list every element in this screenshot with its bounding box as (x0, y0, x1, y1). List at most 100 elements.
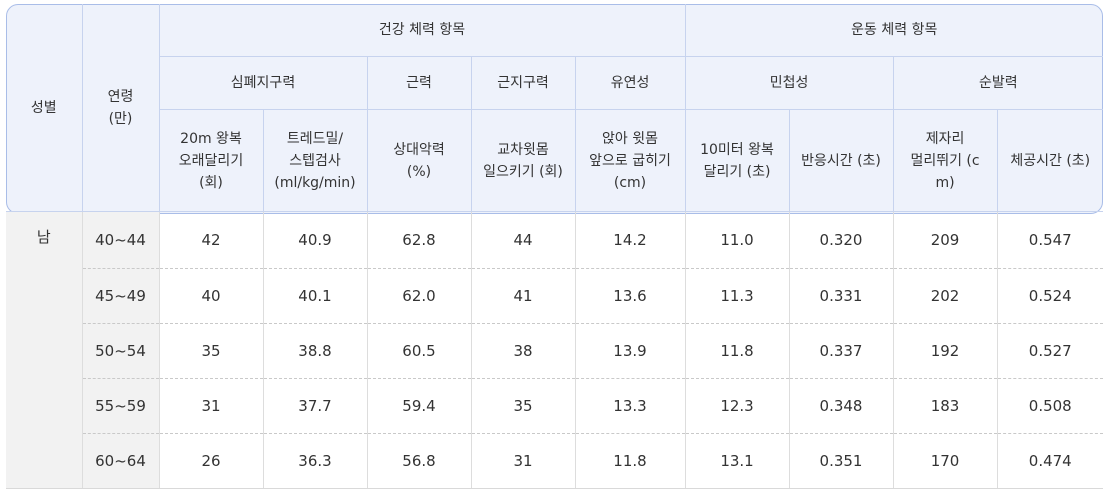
header-age: 연령 (만) (81, 4, 159, 212)
age-cell: 50~54 (81, 323, 159, 379)
header-subitem: 트레드밀/스텝검사 (ml/kg/min) (262, 109, 367, 212)
value-cell: 0.337 (788, 323, 894, 379)
header-cat-endurance: 근지구력 (470, 56, 575, 110)
value-cell: 41 (470, 268, 575, 324)
value-cell: 13.6 (574, 268, 686, 324)
header-subitem-line: 일으키기 (회) (483, 163, 563, 180)
header-subitem-line: 체공시간 (초) (1010, 152, 1091, 169)
age-cell: 45~49 (81, 268, 159, 324)
header-subitem-line: 멀리뛰기 (c (910, 152, 980, 169)
value-cell: 202 (892, 268, 998, 324)
value-cell: 40 (158, 268, 263, 324)
value-cell: 0.351 (788, 433, 894, 489)
value-cell: 0.527 (996, 323, 1104, 379)
value-cell: 0.331 (788, 268, 894, 324)
header-subitem-line: 상대악력 (393, 141, 445, 158)
value-cell: 13.9 (574, 323, 686, 379)
value-cell: 37.7 (262, 378, 367, 434)
table-body: 남 40~44 42 40.9 62.8 44 14.2 11.0 0.320 209 0.547 4… (6, 211, 1104, 489)
value-cell: 60.5 (366, 323, 471, 379)
value-cell: 209 (892, 211, 998, 269)
value-cell: 192 (892, 323, 998, 379)
value-cell: 12.3 (684, 378, 790, 434)
value-cell: 31 (470, 433, 575, 489)
header-cat-power: 순발력 (892, 56, 1104, 110)
header-subitem-line: 교차윗몸 (497, 141, 549, 158)
value-cell: 31 (158, 378, 263, 434)
header-subitem: 체공시간 (초) (996, 109, 1104, 212)
value-cell: 40.1 (262, 268, 367, 324)
table-row: 50~54 35 38.8 60.5 38 13.9 11.8 0.337 192 0.527 (6, 323, 1104, 379)
table-row: 55~59 31 37.7 59.4 35 13.3 12.3 0.348 183 0.508 (6, 378, 1104, 434)
header-subitem: 반응시간 (초) (788, 109, 894, 212)
table-row: 60~64 26 36.3 56.8 31 11.8 13.1 0.351 170 0.474 (6, 433, 1104, 489)
value-cell: 0.524 (996, 268, 1104, 324)
age-cell: 40~44 (81, 211, 159, 269)
value-cell: 0.320 (788, 211, 894, 269)
value-cell: 62.8 (366, 211, 471, 269)
header-subitem-line: 앉아 윗몸 (602, 130, 658, 147)
age-cell: 60~64 (81, 433, 159, 489)
value-cell: 13.3 (574, 378, 686, 434)
value-cell: 26 (158, 433, 263, 489)
header-subitem-line: (ml/kg/min) (274, 174, 356, 191)
fitness-standards-table: 성별 연령 (만) 건강 체력 항목 운동 체력 항목 심폐지구력 근력 근지구… (6, 4, 1104, 489)
header-subitem-line: 20m 왕복 (180, 130, 242, 147)
value-cell: 14.2 (574, 211, 686, 269)
value-cell: 38.8 (262, 323, 367, 379)
value-cell: 40.9 (262, 211, 367, 269)
value-cell: 0.474 (996, 433, 1104, 489)
value-cell: 62.0 (366, 268, 471, 324)
value-cell: 11.3 (684, 268, 790, 324)
header-group-health: 건강 체력 항목 (158, 4, 686, 57)
header-subitem-line: m) (935, 174, 955, 191)
header-subitem-line: 10미터 왕복 (700, 141, 774, 158)
header-subitem-line: 달리기 (초) (703, 163, 771, 180)
gender-cell: 남 (6, 211, 82, 489)
header-cat-strength: 근력 (366, 56, 471, 110)
header-subitem-line: (cm) (613, 174, 647, 191)
header-gender: 성별 (6, 4, 82, 212)
value-cell: 44 (470, 211, 575, 269)
header-age-line1: 연령 (107, 88, 134, 105)
value-cell: 170 (892, 433, 998, 489)
header-subitem-line: 앞으로 굽히기 (589, 152, 671, 169)
value-cell: 11.8 (574, 433, 686, 489)
value-cell: 183 (892, 378, 998, 434)
value-cell: 0.508 (996, 378, 1104, 434)
value-cell: 11.0 (684, 211, 790, 269)
value-cell: 35 (470, 378, 575, 434)
header-group-exercise: 운동 체력 항목 (684, 4, 1104, 57)
age-cell: 55~59 (81, 378, 159, 434)
header-cat-agility: 민첩성 (684, 56, 894, 110)
header-subitem: 상대악력 (%) (366, 109, 471, 212)
header-subitem-line: 제자리 (925, 130, 965, 147)
header-subitem-line: (%) (406, 163, 432, 180)
header-subitem-line: 스텝검사 (289, 152, 341, 169)
value-cell: 42 (158, 211, 263, 269)
value-cell: 35 (158, 323, 263, 379)
header-subitem-line: 반응시간 (초) (801, 152, 881, 169)
header-subitem-line: (회) (199, 174, 223, 191)
header-subitem-line: 트레드밀/ (286, 130, 344, 147)
header-subitem-line: 오래달리기 (178, 152, 244, 169)
header-age-line2: (만) (108, 110, 133, 127)
header-cat-flexibility: 유연성 (574, 56, 686, 110)
value-cell: 0.547 (996, 211, 1104, 269)
header-cat-cardio: 심폐지구력 (158, 56, 367, 110)
table-row: 45~49 40 40.1 62.0 41 13.6 11.3 0.331 202 0.524 (6, 268, 1104, 324)
table-row: 남 40~44 42 40.9 62.8 44 14.2 11.0 0.320 209 0.547 (6, 211, 1104, 489)
value-cell: 13.1 (684, 433, 790, 489)
value-cell: 38 (470, 323, 575, 379)
value-cell: 56.8 (366, 433, 471, 489)
table-header: 성별 연령 (만) 건강 체력 항목 운동 체력 항목 심폐지구력 근력 근지구… (6, 4, 1104, 212)
value-cell: 0.348 (788, 378, 894, 434)
value-cell: 11.8 (684, 323, 790, 379)
value-cell: 36.3 (262, 433, 367, 489)
